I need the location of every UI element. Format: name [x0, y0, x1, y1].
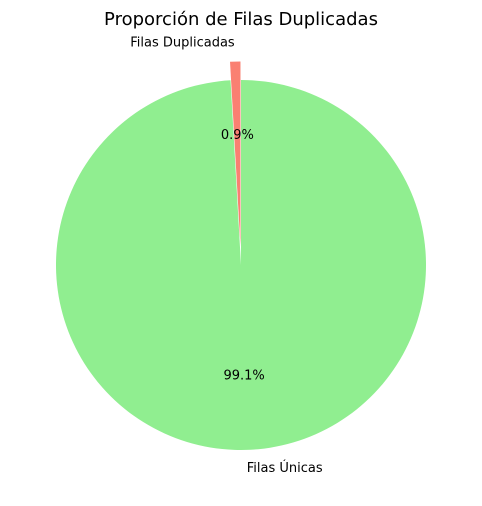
pie-labels: Filas Duplicadas 0.9% Filas Únicas 99.1% [130, 36, 323, 476]
chart-title: Proporción de Filas Duplicadas [104, 9, 378, 30]
slice-label: Filas Únicas [247, 460, 323, 476]
slice-label: Filas Duplicadas [130, 36, 235, 51]
pie-slices [55, 61, 427, 450]
slice-percent-label: 0.9% [221, 128, 254, 143]
slice-percent-label: 99.1% [223, 368, 264, 383]
pie-slice-unique [55, 80, 427, 450]
pie-slice-duplicated [230, 61, 241, 247]
